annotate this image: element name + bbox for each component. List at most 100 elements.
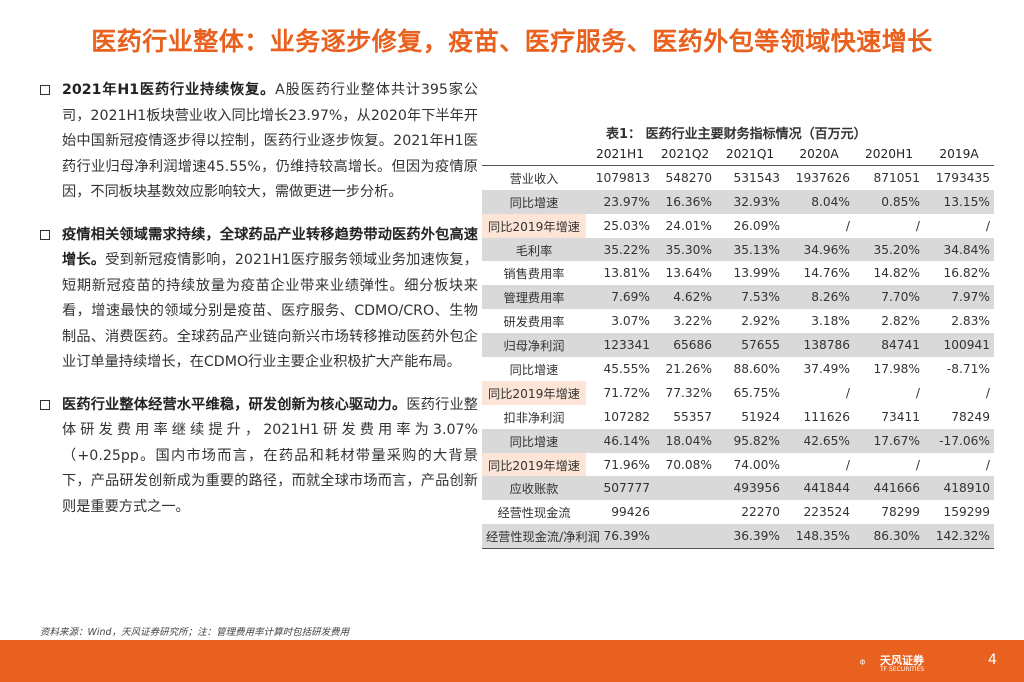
table-cell: 7.97% xyxy=(924,285,994,310)
table-header-cell: 2019A xyxy=(924,142,994,167)
logo-name: 天风证券 xyxy=(880,654,924,667)
row-label: 营业收入 xyxy=(509,172,559,187)
table-cell: 21.26% xyxy=(665,361,712,376)
table-row: 归母净利润 123341 65686 57655 138786 84741 100941 xyxy=(482,333,994,358)
table-cell: 95.82% xyxy=(716,428,784,453)
table-cell: 441844 xyxy=(784,476,854,501)
row-label: 扣非净利润 xyxy=(503,410,565,425)
row-label: 同比增速 xyxy=(509,362,559,377)
row-label: 同比增速 xyxy=(482,189,586,214)
table-cell: 3.07% xyxy=(611,314,650,329)
table-cell: 7.69% xyxy=(586,285,654,310)
table-cell: 2.82% xyxy=(881,314,920,329)
table-cell: / xyxy=(924,380,994,405)
table-cell: 84741 xyxy=(854,333,924,358)
table-cell: / xyxy=(924,452,994,477)
table-cell: 107282 xyxy=(603,409,650,424)
checkbox-bullet-icon xyxy=(40,85,50,95)
table-cell: 13.99% xyxy=(733,266,780,281)
table-cell: 2.83% xyxy=(951,314,990,329)
table-cell: 35.22% xyxy=(586,237,654,262)
row-label: 销售费用率 xyxy=(503,267,565,282)
table-cell: 86.30% xyxy=(854,524,924,549)
table-cell: 17.67% xyxy=(854,428,924,453)
table-cell xyxy=(654,524,716,549)
footer-bar xyxy=(0,640,1024,682)
table-cell: 142.32% xyxy=(924,524,994,549)
table-cell: 77.32% xyxy=(654,380,716,405)
bullet-heading: 2021年H1医药行业持续恢复。 xyxy=(62,82,276,98)
table-header-cell: 2020H1 xyxy=(854,142,924,167)
table-cell: 7.53% xyxy=(716,285,784,310)
table-row: 同比2019年增速 71.96% 70.08% 74.00% / / / xyxy=(482,452,994,477)
table-cell: 35.20% xyxy=(854,237,924,262)
logo-subtitle: TF SECURITIES xyxy=(880,666,925,673)
table-cell: 34.96% xyxy=(784,237,854,262)
row-label: 研发费用率 xyxy=(503,315,565,330)
table-cell: 32.93% xyxy=(716,189,784,214)
table-cell: 55357 xyxy=(673,409,712,424)
bullet-item: 2021年H1医药行业持续恢复。A股医药行业整体共计395家公司，2021H1板… xyxy=(38,78,478,206)
table-cell: 3.22% xyxy=(673,314,712,329)
table-cell: / xyxy=(924,213,994,238)
table-cell: 548270 xyxy=(665,171,712,186)
table-cell: / xyxy=(784,452,854,477)
row-label: 应收账款 xyxy=(482,476,586,501)
table-row: 管理费用率 7.69% 4.62% 7.53% 8.26% 7.70% 7.97% xyxy=(482,285,994,310)
table-row: 销售费用率 13.81% 13.64% 13.99% 14.76% 14.82% 16.82… xyxy=(482,261,994,285)
table-cell: 7.70% xyxy=(854,285,924,310)
table-cell: 4.62% xyxy=(654,285,716,310)
table-cell: 24.01% xyxy=(654,213,716,238)
page-number: 4 xyxy=(988,652,997,668)
bullet-text: 受到新冠疫情影响，2021H1医疗服务领域业务加速恢复，短期新冠疫苗的持续放量为… xyxy=(62,252,478,370)
table-header-cell: 2021H1 xyxy=(586,142,654,167)
table-cell: 16.82% xyxy=(943,266,990,281)
table-cell: 88.60% xyxy=(733,361,780,376)
table-cell: 26.09% xyxy=(716,213,784,238)
bullet-item: 疫情相关领域需求持续，全球药品产业转移趋势带动医药外包高速增长。受到新冠疫情影响… xyxy=(38,223,478,376)
table-cell: -17.06% xyxy=(924,428,994,453)
table-row: 同比2019年增速 71.72% 77.32% 65.75% / / / xyxy=(482,380,994,405)
table-cell: 23.97% xyxy=(586,189,654,214)
table-cell: 17.98% xyxy=(873,361,920,376)
table-header-cell xyxy=(482,142,586,167)
row-label: 经营性现金流/净利润 xyxy=(482,524,600,549)
table-cell: 13.15% xyxy=(924,189,994,214)
checkbox-bullet-icon xyxy=(40,399,50,410)
table-row: 应收账款 507777 493956 441844 441666 418910 xyxy=(482,476,994,501)
table-row: 同比2019年增速 25.03% 24.01% 26.09% / / / xyxy=(482,213,994,238)
source-note: 资料来源：Wind，天风证券研究所；注：管理费用率计算时包括研发费用 xyxy=(40,627,350,638)
table-cell: / xyxy=(854,380,924,405)
table-cell: 34.84% xyxy=(924,237,994,262)
table-cell: 18.04% xyxy=(654,428,716,453)
table-cell: / xyxy=(854,452,924,477)
bullet-text: A股医药行业整体共计395家公司，2021H1板块营业收入同比增长23.97%，… xyxy=(62,82,478,200)
table-cell: 123341 xyxy=(586,333,654,358)
table-cell: 223524 xyxy=(803,505,850,520)
bullet-heading: 疫情相关领域需求持续，全球药品产业转移趋势带动医药外包高速增长。 xyxy=(62,226,478,269)
table-cell: 35.13% xyxy=(716,237,784,262)
table-header-row: 2021H1 2021Q2 2021Q1 2020A 2020H1 2019A xyxy=(482,142,994,167)
row-label: 管理费用率 xyxy=(482,285,586,310)
table-row: 经营性现金流 99426 22270 223524 78299 159299 xyxy=(482,500,994,524)
table-cell: 25.03% xyxy=(586,213,654,238)
table-cell: 65.75% xyxy=(716,380,784,405)
table-cell: 78249 xyxy=(951,409,990,424)
table-header-cell: 2021Q2 xyxy=(654,142,716,167)
table-row: 毛利率 35.22% 35.30% 35.13% 34.96% 35.20% 34.84% xyxy=(482,237,994,262)
table-cell: 99426 xyxy=(611,505,650,520)
row-label: 同比2019年增速 xyxy=(482,380,586,405)
table-cell: 45.55% xyxy=(603,361,650,376)
row-label: 毛利率 xyxy=(482,237,586,262)
table-row: 同比增速 46.14% 18.04% 95.82% 42.65% 17.67% -17.06… xyxy=(482,428,994,453)
table-cell: 76.39% xyxy=(586,524,654,549)
table-cell: 441666 xyxy=(854,476,924,501)
table-cell: 35.30% xyxy=(654,237,716,262)
table-cell: 36.39% xyxy=(716,524,784,549)
bullet-heading: 医药行业整体经营水平维稳，研发创新为核心驱动力。 xyxy=(62,396,407,413)
table-cell: 37.49% xyxy=(803,361,850,376)
table-cell: / xyxy=(784,380,854,405)
table-caption: 表1： 医药行业主要财务指标情况（百万元） xyxy=(606,127,867,142)
table-cell: 1793435 xyxy=(935,171,990,186)
table-cell xyxy=(654,476,716,501)
